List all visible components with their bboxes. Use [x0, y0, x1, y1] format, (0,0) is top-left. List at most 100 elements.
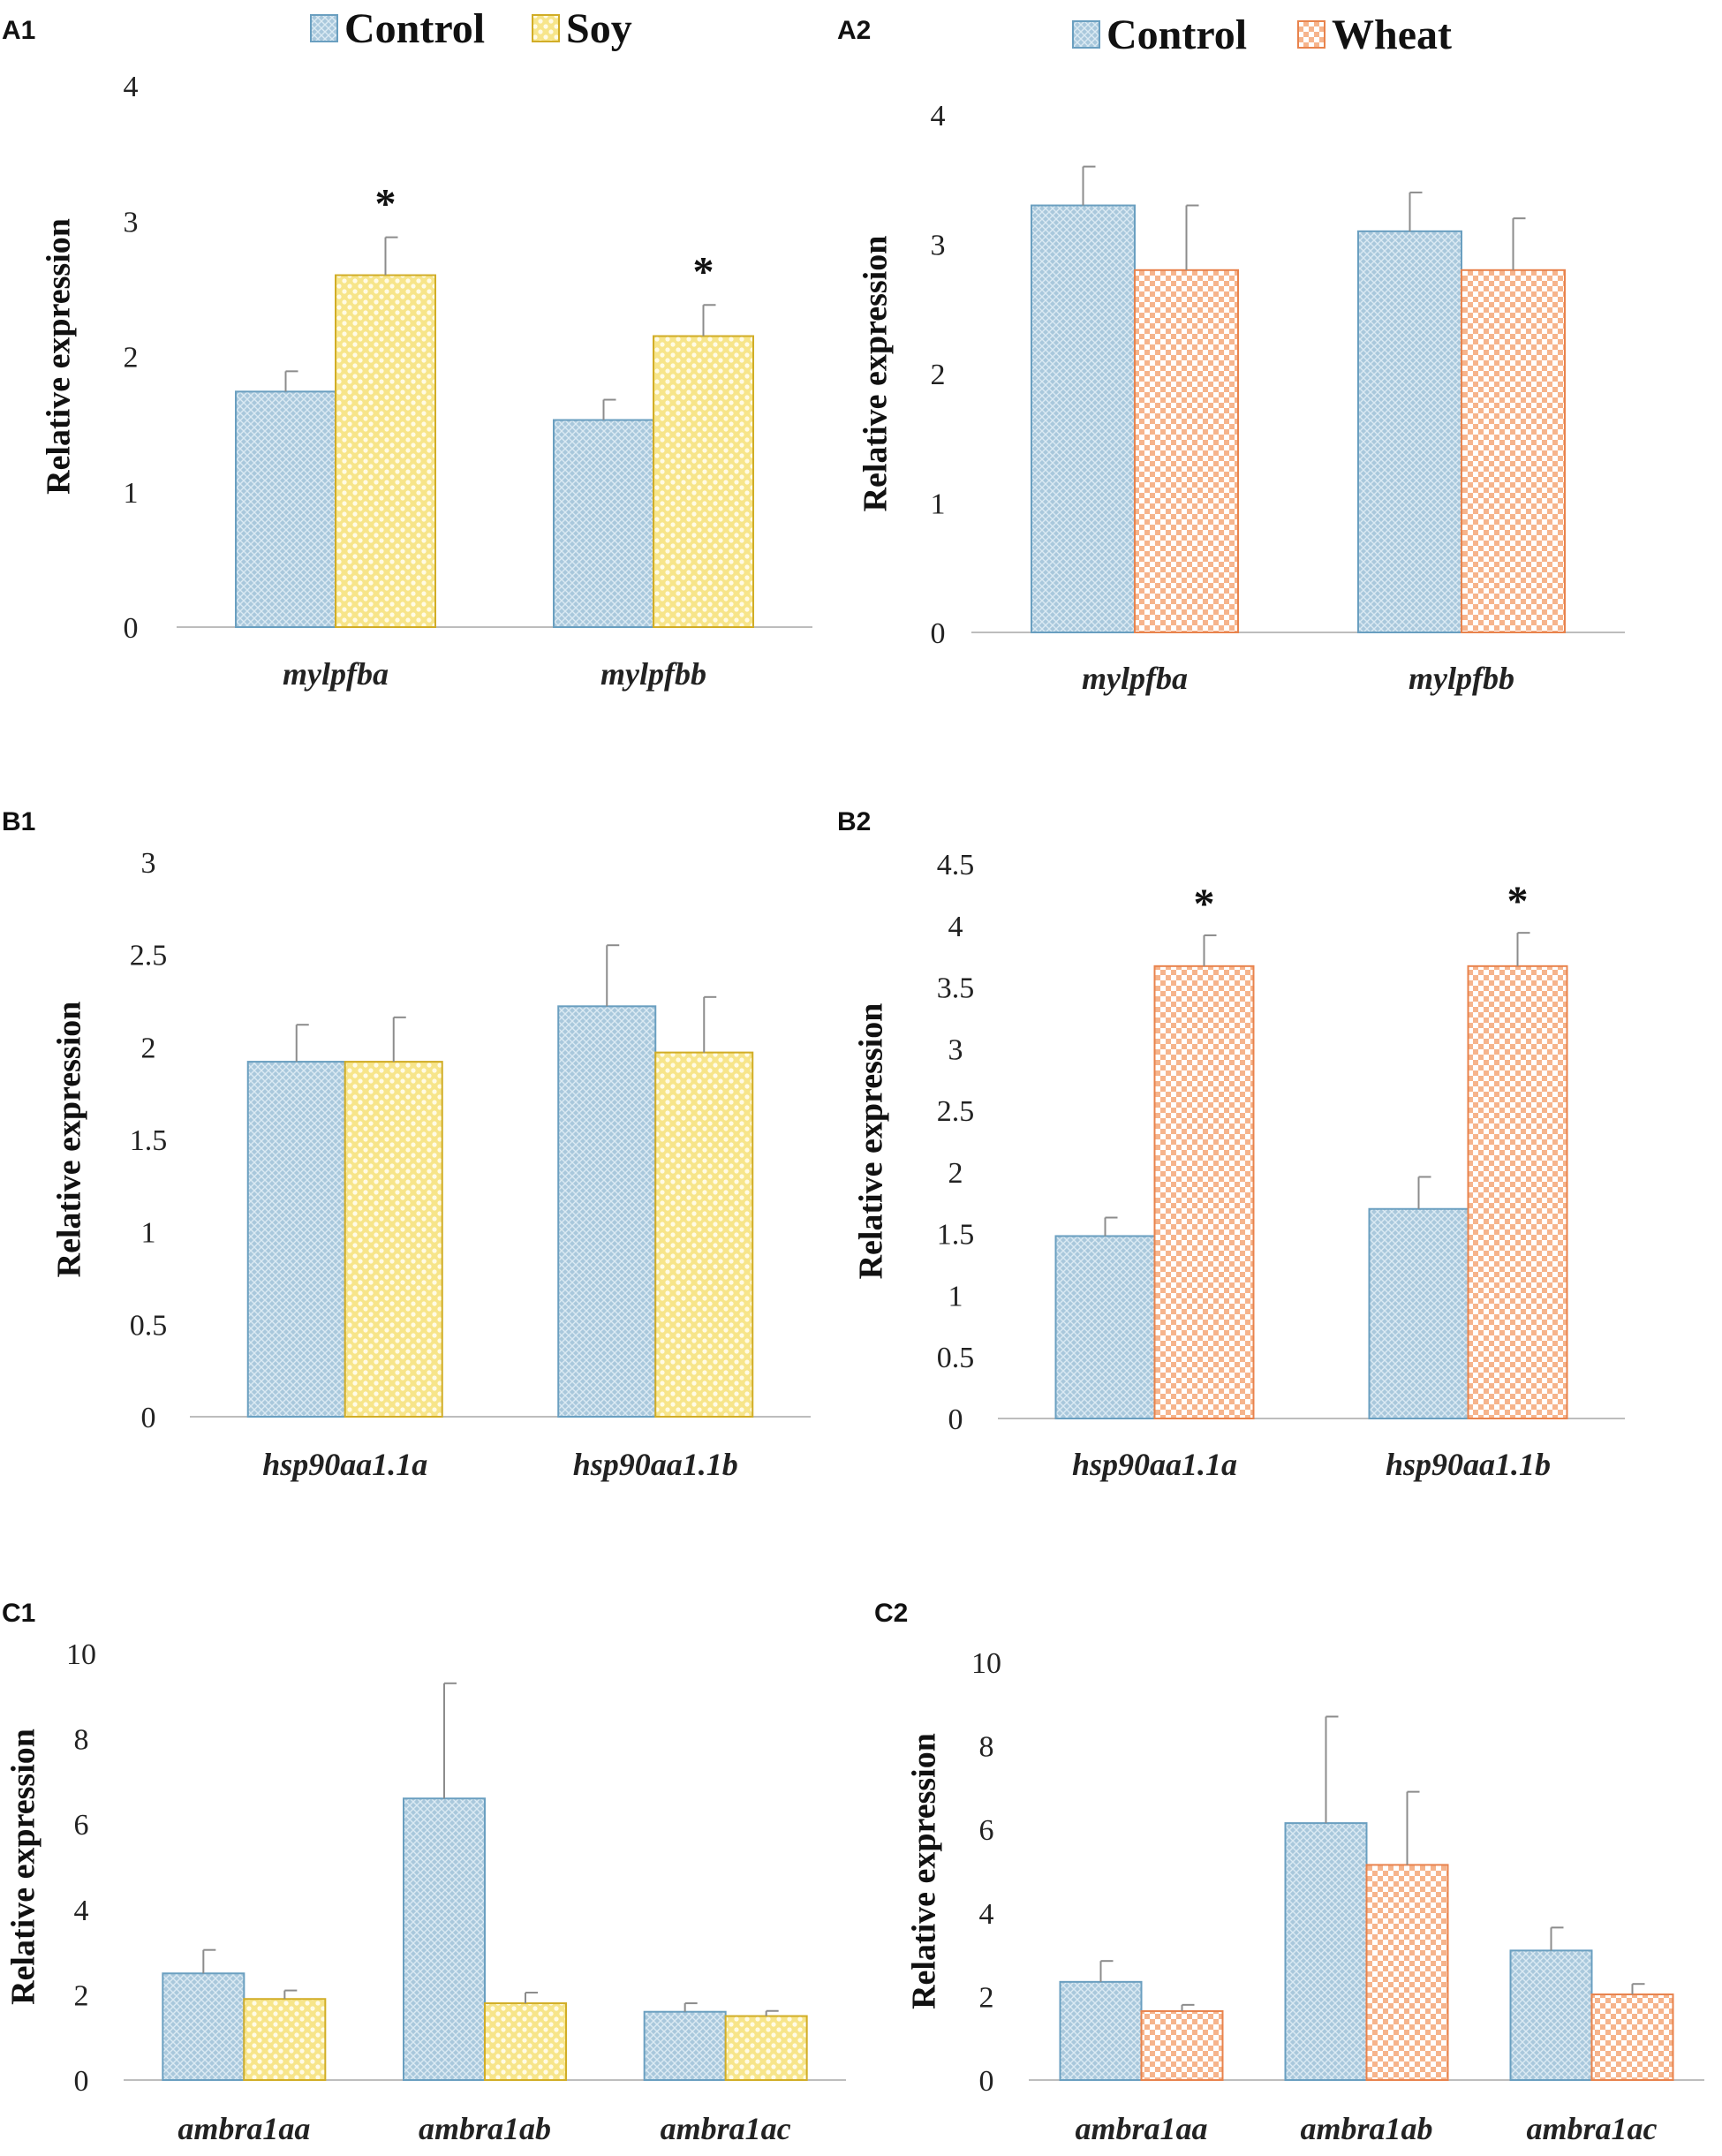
y-tick-label: 2	[124, 342, 139, 374]
y-tick-label: 3	[931, 230, 946, 262]
x-category-label: ambra1aa	[1075, 2111, 1207, 2146]
y-tick-label: 0	[74, 2065, 89, 2098]
bar-control-ambra1aa	[1059, 1980, 1143, 2081]
y-tick-label: 1.5	[130, 1124, 168, 1157]
chart-panel-a1: A1 Relative expression 0 1 2 3 4 * mylpfba * mylpf…	[2, 16, 812, 692]
legend-swatch-soy	[532, 14, 560, 42]
y-tick-label: 1	[124, 477, 139, 510]
y-tick-label: 4	[931, 100, 946, 132]
legend-label-wheat: Wheat	[1332, 11, 1452, 58]
y-axis-label: Relative expression	[5, 1729, 42, 2005]
bar-control-ambra1ab	[403, 1797, 486, 2081]
bar-control-mylpfba	[235, 390, 336, 628]
y-tick-label: 2	[141, 1032, 156, 1064]
y-axis-label: Relative expression	[853, 1003, 890, 1280]
significance-marker: *	[1507, 878, 1529, 925]
chart-panel-b1: B1 Relative expression 0 0.5 1 1.5 2 2.5 3 hsp90a…	[2, 807, 811, 1482]
chart-panel-c2: C2 Relative expression 0 2 4 6 8 10 ambra1aa ambr…	[874, 1599, 1704, 2146]
y-tick-label: 4.5	[937, 849, 975, 881]
significance-marker: *	[375, 181, 397, 228]
bar-control-ambra1ab	[1284, 1822, 1368, 2081]
bar-wheat-ambra1ab	[1365, 1864, 1449, 2082]
x-category-label: hsp90aa1.1a	[262, 1447, 427, 1482]
y-tick-label: 0	[141, 1402, 156, 1434]
legend-soy: Control Soy	[310, 5, 632, 52]
panel-label: B1	[2, 807, 35, 836]
bar-control-ambra1ac	[1509, 1949, 1593, 2082]
x-category-label: mylpfbb	[600, 656, 706, 692]
x-category-label: ambra1ab	[1300, 2111, 1432, 2146]
panel-label: C1	[2, 1599, 35, 1628]
x-category-label: hsp90aa1.1a	[1072, 1447, 1237, 1482]
x-category-label: hsp90aa1.1b	[1386, 1447, 1551, 1482]
y-axis-label: Relative expression	[51, 1002, 88, 1278]
y-tick-label: 2.5	[937, 1095, 975, 1128]
bar-control-hsp90aa1.1a	[1054, 1235, 1156, 1419]
bar-soy-hsp90aa1.1a	[344, 1061, 443, 1418]
y-tick-label: 0	[979, 2065, 994, 2098]
bar-wheat-hsp90aa1.1a	[1153, 965, 1255, 1419]
y-axis-label: Relative expression	[857, 236, 895, 512]
x-category-label: ambra1ac	[661, 2111, 791, 2146]
x-category-label: mylpfba	[1082, 661, 1188, 696]
x-category-label: ambra1aa	[177, 2111, 310, 2146]
chart-panel-a2: A2 Relative expression 0 1 2 3 4 mylpfba mylpfbb	[837, 16, 1625, 696]
y-axis-label: Relative expression	[906, 1733, 943, 2009]
y-tick-label: 6	[979, 1814, 994, 1847]
legend-label-control: Control	[1106, 11, 1247, 58]
y-tick-label: 2	[979, 1981, 994, 2014]
y-tick-label: 3	[124, 206, 139, 238]
bar-control-mylpfba	[1031, 204, 1136, 634]
y-tick-label: 8	[979, 1731, 994, 1764]
bar-soy-ambra1ab	[484, 2002, 567, 2082]
y-tick-label: 0	[948, 1403, 963, 1436]
y-tick-label: 2.5	[130, 940, 168, 972]
significance-marker: *	[1194, 881, 1215, 927]
y-tick-label: 0	[124, 612, 139, 645]
bar-wheat-mylpfba	[1134, 269, 1239, 633]
y-tick-label: 0	[931, 617, 946, 650]
y-axis-label: Relative expression	[41, 218, 78, 495]
y-tick-label: 4	[979, 1898, 994, 1931]
bar-wheat-hsp90aa1.1b	[1467, 965, 1568, 1419]
y-tick-label: 2	[931, 359, 946, 391]
bar-control-ambra1ac	[643, 2010, 727, 2081]
y-tick-label: 8	[74, 1724, 89, 1757]
y-tick-label: 3.5	[937, 972, 975, 1005]
y-tick-label: 1	[141, 1217, 156, 1250]
bar-control-mylpfbb	[1357, 230, 1462, 633]
bar-control-ambra1aa	[162, 1972, 245, 2081]
y-tick-label: 6	[74, 1809, 89, 1842]
bar-soy-ambra1aa	[243, 1998, 327, 2081]
bar-soy-hsp90aa1.1b	[654, 1051, 754, 1418]
y-tick-label: 3	[141, 847, 156, 880]
y-tick-label: 4	[948, 911, 963, 943]
y-tick-label: 2	[948, 1157, 963, 1190]
bar-wheat-mylpfbb	[1461, 269, 1566, 633]
legend-swatch-control	[1072, 20, 1100, 49]
legend-label-control: Control	[344, 5, 485, 52]
legend-label-soy: Soy	[566, 5, 632, 52]
y-tick-label: 0.5	[937, 1342, 975, 1374]
y-tick-label: 10	[971, 1647, 1001, 1680]
y-tick-label: 2	[74, 1979, 89, 2012]
x-category-label: mylpfbb	[1409, 661, 1514, 696]
bar-control-hsp90aa1.1a	[246, 1061, 346, 1418]
bar-soy-mylpfba	[335, 274, 436, 628]
bar-control-hsp90aa1.1b	[1368, 1207, 1469, 1420]
y-tick-label: 0.5	[130, 1309, 168, 1342]
bar-control-mylpfbb	[553, 419, 654, 628]
legend-swatch-wheat	[1297, 20, 1325, 49]
significance-marker: *	[693, 248, 714, 295]
panel-label: C2	[874, 1599, 908, 1628]
y-tick-label: 4	[124, 71, 139, 103]
chart-panel-c1: C1 Relative expression 0 2 4 6 8 10 ambra1aa ambr…	[2, 1599, 846, 2146]
panel-label: A2	[837, 16, 871, 45]
bar-wheat-ambra1aa	[1140, 2009, 1224, 2082]
y-tick-label: 1	[948, 1280, 963, 1313]
y-tick-label: 10	[66, 1638, 96, 1671]
bar-soy-ambra1ac	[724, 2015, 808, 2082]
legend-swatch-control	[310, 14, 338, 42]
x-category-label: ambra1ac	[1527, 2111, 1658, 2146]
